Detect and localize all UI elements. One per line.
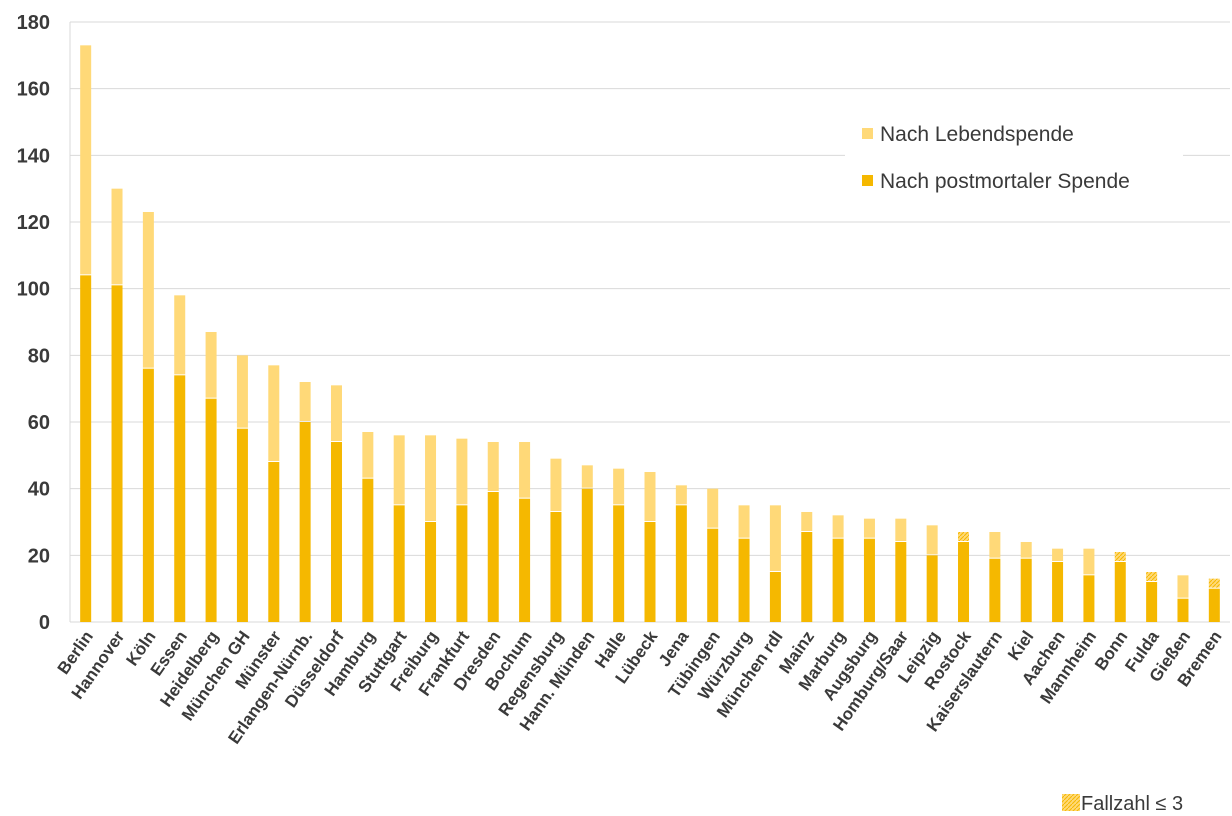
bar-lebendspende: [456, 438, 468, 505]
y-tick-label: 180: [17, 12, 50, 34]
bar-postmortal: [581, 488, 593, 622]
bars: [80, 45, 1220, 622]
bar-postmortal: [80, 275, 92, 622]
bar-lebendspende: [675, 485, 687, 505]
bar-lebendspende: [519, 442, 531, 498]
bar-postmortal: [989, 558, 1001, 622]
bar-postmortal: [863, 538, 875, 622]
y-tick-label: 40: [28, 479, 50, 501]
bar-lebendspende: [425, 435, 437, 521]
bar-postmortal: [675, 505, 687, 622]
y-tick-label: 160: [17, 79, 50, 101]
bar-lebendspende: [832, 515, 844, 538]
legend-swatch-postmortale-spende: [862, 175, 873, 186]
bar-lebendspende: [1114, 552, 1126, 561]
y-tick-label: 120: [17, 212, 50, 234]
bar-postmortal: [550, 512, 562, 622]
bar-lebendspende: [581, 465, 593, 488]
bar-postmortal: [425, 522, 437, 622]
legend-swatch-lebendspende: [862, 128, 873, 139]
bar-postmortal: [769, 572, 781, 622]
bar-postmortal: [142, 368, 154, 622]
bar-lebendspende: [989, 532, 1001, 558]
y-tick-label: 100: [17, 279, 50, 301]
bar-postmortal: [487, 492, 499, 622]
fallzahl-note: Fallzahl ≤ 3: [1062, 793, 1183, 815]
gridlines: [69, 21, 1230, 623]
bar-lebendspende: [613, 468, 625, 505]
bar-postmortal: [1020, 558, 1032, 622]
y-tick-label: 60: [28, 412, 50, 434]
bar-lebendspende: [707, 488, 719, 528]
bar-lebendspende: [362, 432, 374, 478]
bar-lebendspende: [142, 212, 154, 368]
legend-label-postmortale-spende: Nach postmortaler Spende: [880, 170, 1130, 193]
legend: Nach Lebendspende Nach postmortaler Spen…: [845, 115, 1183, 207]
bar-lebendspende: [958, 532, 970, 541]
bar-lebendspende: [738, 505, 750, 538]
bar-postmortal: [1177, 598, 1189, 622]
bar-lebendspende: [330, 385, 342, 441]
legend-background: [845, 115, 1183, 207]
bar-lebendspende: [644, 472, 656, 521]
bar-postmortal: [174, 375, 186, 622]
bar-postmortal: [393, 505, 405, 622]
bar-postmortal: [926, 555, 938, 622]
bar-postmortal: [268, 462, 280, 622]
bar-postmortal: [330, 442, 342, 622]
bar-postmortal: [738, 538, 750, 622]
bar-postmortal: [1052, 562, 1064, 622]
y-tick-label: 0: [39, 612, 50, 634]
y-tick-label: 80: [28, 345, 50, 367]
bar-lebendspende: [236, 355, 248, 428]
bar-postmortal: [1146, 582, 1158, 622]
hatch-swatch: [1062, 794, 1080, 811]
legend-label-lebendspende: Nach Lebendspende: [880, 123, 1074, 146]
bar-lebendspende: [1083, 548, 1095, 575]
y-tick-label: 140: [17, 145, 50, 167]
bar-postmortal: [644, 522, 656, 622]
bar-postmortal: [111, 285, 123, 622]
bar-postmortal: [801, 532, 813, 622]
bar-postmortal: [519, 498, 531, 622]
bar-postmortal: [613, 505, 625, 622]
bar-postmortal: [895, 542, 907, 622]
bar-postmortal: [205, 398, 217, 622]
bar-postmortal: [958, 542, 970, 622]
bar-lebendspende: [926, 525, 938, 555]
bar-lebendspende: [174, 295, 186, 375]
bar-lebendspende: [393, 435, 405, 505]
bar-postmortal: [1083, 575, 1095, 622]
bar-lebendspende: [863, 518, 875, 538]
bar-lebendspende: [1052, 548, 1064, 561]
x-axis: BerlinHannoverKölnEssenHeidelbergMünchen…: [54, 627, 1226, 747]
bar-lebendspende: [1208, 578, 1220, 588]
bar-postmortal: [456, 505, 468, 622]
bar-lebendspende: [268, 365, 280, 461]
bar-postmortal: [1208, 588, 1220, 622]
bar-lebendspende: [80, 45, 92, 275]
bar-lebendspende: [550, 458, 562, 511]
bar-postmortal: [236, 428, 248, 622]
bar-lebendspende: [1177, 575, 1189, 598]
bar-lebendspende: [205, 332, 217, 398]
bar-lebendspende: [1146, 572, 1158, 581]
y-axis: 0 20 40 60 80 100 120 140 160 180: [17, 12, 50, 634]
bar-postmortal: [299, 422, 311, 622]
y-tick-label: 20: [28, 545, 50, 567]
bar-postmortal: [707, 528, 719, 622]
bar-postmortal: [1114, 562, 1126, 622]
bar-postmortal: [362, 478, 374, 622]
fallzahl-note-label: Fallzahl ≤ 3: [1081, 793, 1183, 815]
bar-postmortal: [832, 538, 844, 622]
bar-lebendspende: [801, 512, 813, 531]
bar-lebendspende: [299, 382, 311, 421]
bar-lebendspende: [487, 442, 499, 491]
bar-lebendspende: [895, 518, 907, 541]
bar-lebendspende: [769, 505, 781, 571]
bar-lebendspende: [1020, 542, 1032, 558]
bar-lebendspende: [111, 188, 123, 285]
